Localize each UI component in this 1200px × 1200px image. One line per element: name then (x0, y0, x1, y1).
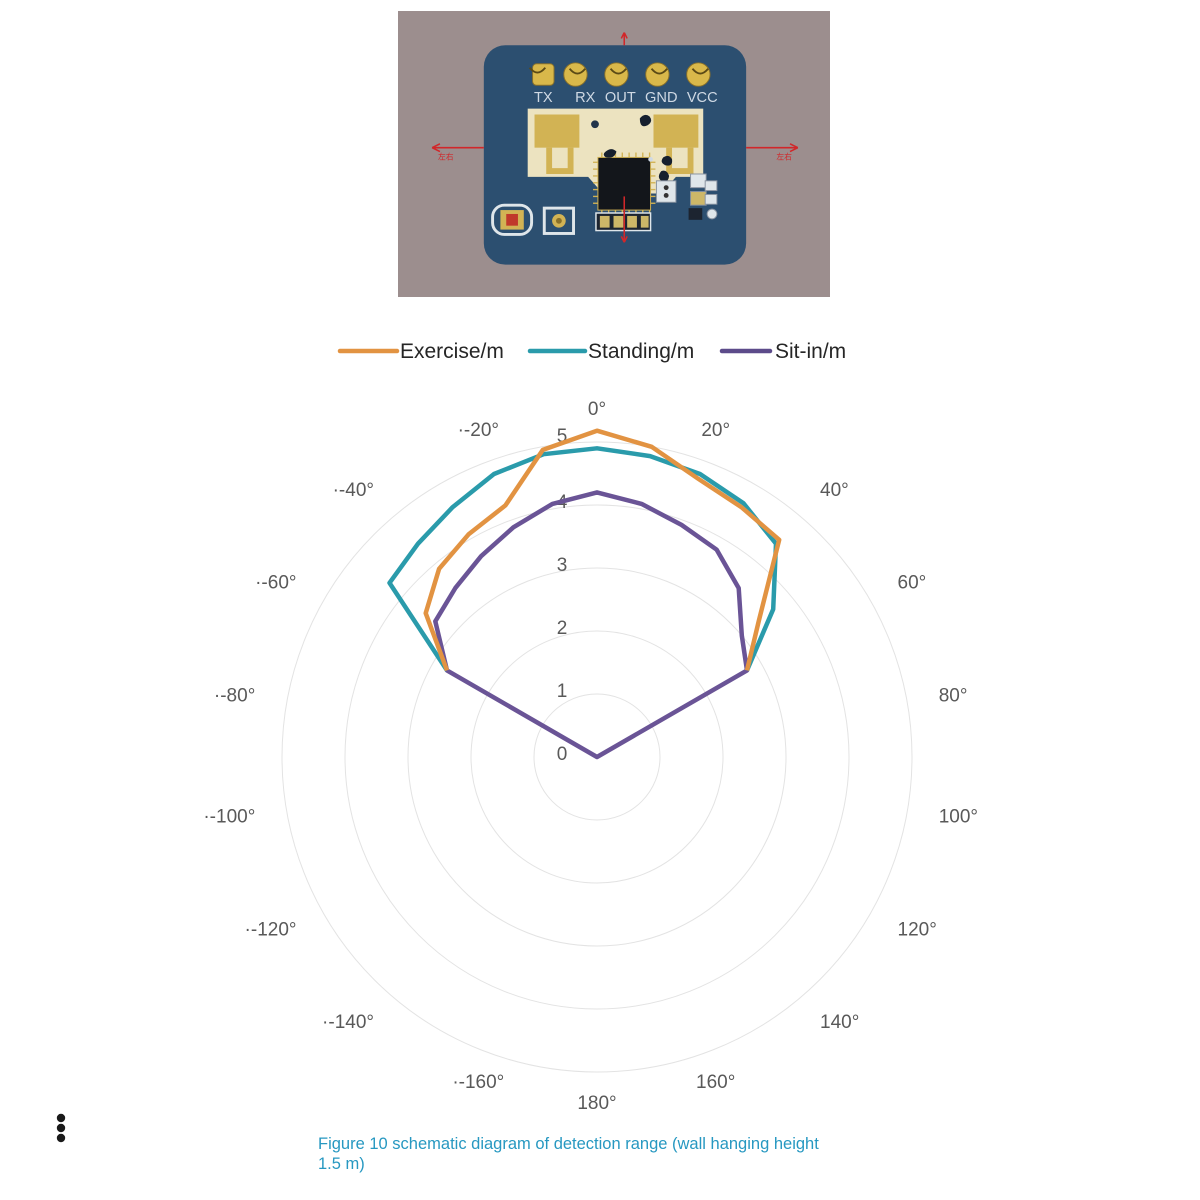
svg-text:Figure 10 schematic diagram of: Figure 10 schematic diagram of detection… (318, 1135, 819, 1153)
svg-text:1.5 m): 1.5 m) (318, 1155, 365, 1173)
